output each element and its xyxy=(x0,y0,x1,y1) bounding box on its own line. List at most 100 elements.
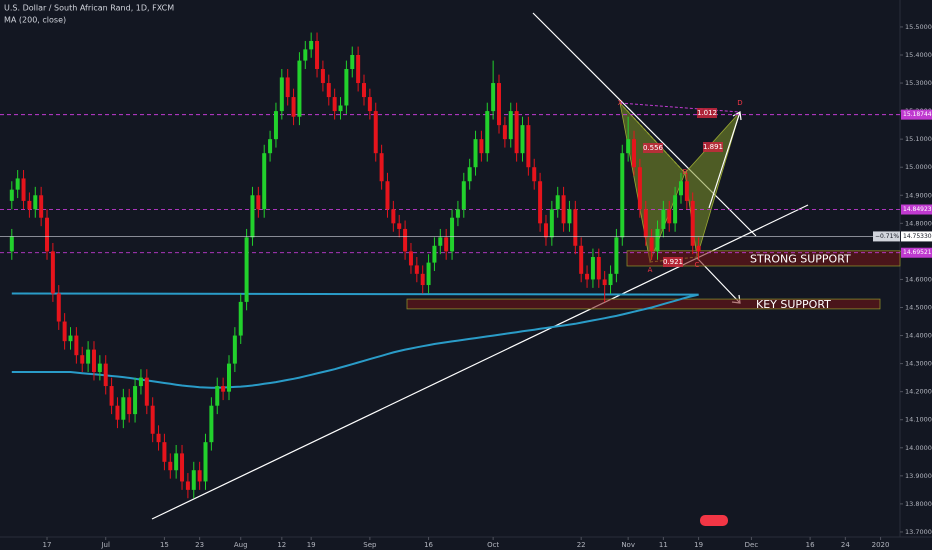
level-label: 14.69521 xyxy=(903,249,932,256)
y-tick-label: 14.00000 xyxy=(905,444,932,452)
candle-body xyxy=(291,97,296,117)
candle-body xyxy=(485,111,490,154)
candle-body xyxy=(673,195,678,224)
level-tag xyxy=(901,204,932,215)
candle-body xyxy=(367,97,372,112)
candle-body xyxy=(637,167,642,210)
candle-body xyxy=(696,245,701,252)
candle-body xyxy=(185,481,190,490)
candle-body xyxy=(391,209,396,224)
y-tick-label: 15.00000 xyxy=(905,163,932,171)
candle-body xyxy=(532,167,537,182)
candle-body xyxy=(555,195,560,210)
pattern-point: C xyxy=(695,261,700,269)
ratio-label: 1.012 xyxy=(697,109,717,117)
level-tag xyxy=(901,247,932,258)
ratio-tag xyxy=(643,143,663,153)
x-tick-label: Dec xyxy=(745,541,759,549)
last-price-tag xyxy=(901,231,932,242)
candle-body xyxy=(397,223,402,229)
candle-body xyxy=(303,49,308,61)
candle-body xyxy=(573,209,578,246)
candle-body xyxy=(508,111,513,140)
y-tick-label: 15.30000 xyxy=(905,79,932,87)
x-tick-label: 19 xyxy=(694,541,703,549)
footer-logo xyxy=(700,515,728,526)
y-tick-label: 13.90000 xyxy=(905,472,932,480)
candle-body xyxy=(9,189,14,201)
candle-body xyxy=(56,293,61,322)
candle-body xyxy=(338,105,343,112)
candle-body xyxy=(379,153,384,182)
y-tick-label: 14.20000 xyxy=(905,388,932,396)
candle-body xyxy=(350,54,355,70)
candle-body xyxy=(473,139,478,168)
candle-body xyxy=(585,273,590,280)
candle-body xyxy=(232,335,237,364)
candle-body xyxy=(444,237,449,252)
candle-body xyxy=(297,60,302,117)
x-tick-label: 16 xyxy=(424,541,433,549)
candle-body xyxy=(209,405,214,443)
candle-body xyxy=(326,83,331,98)
candle-body xyxy=(455,209,460,218)
candle-body xyxy=(438,237,443,246)
candle-body xyxy=(502,125,507,140)
level-label: 14.84923 xyxy=(903,206,932,213)
candle-body xyxy=(632,139,637,168)
candle-body xyxy=(97,363,102,373)
candle-body xyxy=(74,335,79,356)
candle-body xyxy=(91,349,96,373)
last-price-label: 14.75330 xyxy=(903,233,932,240)
candle-body xyxy=(614,237,619,274)
candle-body xyxy=(315,40,320,70)
candle-body xyxy=(526,125,531,168)
ma-line xyxy=(11,292,699,389)
x-tick-label: 24 xyxy=(841,541,850,549)
candle-body xyxy=(27,200,32,210)
candle-body xyxy=(68,335,73,342)
candle-body xyxy=(21,178,26,201)
candle-body xyxy=(684,181,689,201)
candle-body xyxy=(226,363,231,392)
pattern-point: X xyxy=(618,99,623,107)
x-tick-label: 22 xyxy=(577,541,586,549)
candle-body xyxy=(661,209,666,229)
x-tick-label: 15 xyxy=(160,541,169,549)
candle-body xyxy=(561,195,566,224)
candle-body xyxy=(39,195,44,218)
y-tick-label: 14.10000 xyxy=(905,416,932,424)
x-tick-label: 11 xyxy=(659,541,668,549)
chart-title: U.S. Dollar / South African Rand, 1D, FX… xyxy=(4,4,174,13)
candle-body xyxy=(168,461,173,471)
candle-body xyxy=(273,111,278,140)
zone-label: STRONG SUPPORT xyxy=(750,252,851,265)
candle-body xyxy=(549,209,554,238)
candle-body xyxy=(244,237,249,302)
candle-body xyxy=(649,237,654,252)
candle-body xyxy=(279,77,284,112)
candle-body xyxy=(221,386,226,392)
x-tick-label: Oct xyxy=(487,541,499,549)
x-tick-label: Jul xyxy=(100,541,110,549)
candle-body xyxy=(191,470,196,490)
pattern-xd xyxy=(619,102,741,113)
candle-body xyxy=(420,273,425,286)
candle-body xyxy=(497,83,502,126)
x-tick-label: Sep xyxy=(363,541,377,549)
candle-body xyxy=(320,69,325,84)
candle-body xyxy=(103,363,108,387)
level-label: 15.18744 xyxy=(903,111,932,118)
ratio-tag xyxy=(663,257,683,267)
candle-body xyxy=(256,195,261,210)
candle-body xyxy=(174,453,179,471)
candle-body xyxy=(150,405,155,434)
pattern-point: D xyxy=(737,99,742,107)
candle-body xyxy=(467,167,472,182)
candle-body xyxy=(180,453,185,482)
candle-body xyxy=(479,139,484,154)
candle-body xyxy=(385,181,390,210)
